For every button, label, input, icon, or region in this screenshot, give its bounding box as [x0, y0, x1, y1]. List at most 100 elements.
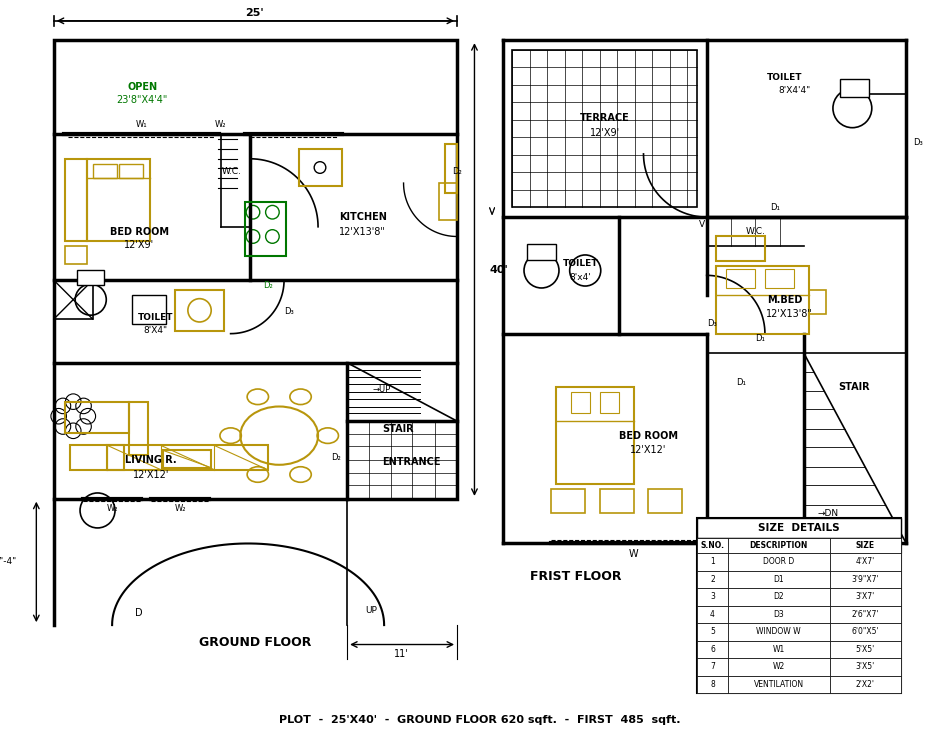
Text: D₁: D₁	[770, 203, 780, 212]
Text: W₂: W₂	[174, 504, 186, 513]
Text: D3: D3	[773, 610, 784, 619]
Text: SIZE  DETAILS: SIZE DETAILS	[759, 523, 840, 533]
Text: 4: 4	[710, 610, 715, 619]
Text: S.NO.: S.NO.	[701, 541, 725, 550]
Text: 12'X13'8": 12'X13'8"	[340, 226, 386, 237]
Bar	[728, 554, 830, 571]
Text: 7'-4": 7'-4"	[0, 557, 17, 566]
Text: TOILET: TOILET	[138, 312, 174, 322]
Text: D₁: D₁	[755, 334, 765, 343]
Bar	[809, 290, 826, 314]
Circle shape	[570, 255, 601, 286]
Text: W.C.: W.C.	[745, 227, 765, 236]
Text: 8'x4': 8'x4'	[569, 273, 592, 282]
Text: 2: 2	[710, 575, 715, 584]
Bar	[77, 271, 104, 285]
Bar	[65, 402, 129, 433]
Text: 3'9"X7': 3'9"X7'	[851, 575, 879, 584]
Text: WINDOW W: WINDOW W	[757, 628, 801, 636]
Text: 6: 6	[710, 645, 715, 654]
Text: V: V	[489, 206, 494, 216]
Bar	[571, 392, 590, 414]
Bar	[697, 623, 728, 641]
Text: VENTILATION: VENTILATION	[754, 680, 803, 689]
Text: D: D	[135, 608, 143, 619]
Text: 3: 3	[710, 593, 715, 602]
Bar	[830, 538, 901, 554]
Bar	[765, 269, 794, 288]
Text: V: V	[489, 208, 494, 217]
Text: 8'X4": 8'X4"	[144, 326, 168, 335]
Bar	[830, 676, 901, 693]
Text: ENTRANCE: ENTRANCE	[383, 457, 440, 467]
Text: SIZE: SIZE	[856, 541, 874, 550]
Bar	[697, 605, 728, 623]
Bar	[347, 421, 457, 499]
Text: 25': 25'	[245, 8, 264, 18]
Bar	[697, 538, 901, 554]
Bar	[512, 50, 697, 207]
Bar	[697, 518, 901, 538]
Text: 4'X7': 4'X7'	[856, 557, 874, 566]
Text: 1: 1	[710, 557, 715, 566]
Text: OPEN: OPEN	[127, 82, 158, 92]
Text: KITCHEN: KITCHEN	[339, 212, 386, 222]
Bar	[175, 290, 224, 331]
Bar	[728, 538, 830, 554]
Bar	[132, 295, 165, 324]
Text: D2: D2	[773, 593, 784, 602]
Bar	[804, 353, 906, 542]
Text: BED ROOM: BED ROOM	[619, 431, 678, 440]
Bar	[527, 244, 556, 260]
Bar	[118, 164, 143, 178]
Bar	[830, 571, 901, 588]
Text: W.C.: W.C.	[222, 167, 242, 176]
Bar	[728, 605, 830, 623]
Bar	[697, 554, 901, 571]
Text: D₃: D₃	[284, 307, 294, 316]
Bar	[245, 203, 286, 256]
Bar	[54, 280, 92, 319]
Text: 23'8"X4'4": 23'8"X4'4"	[117, 95, 168, 106]
Text: 6'0"X5': 6'0"X5'	[851, 628, 879, 636]
Bar	[830, 588, 901, 605]
Text: D₂: D₂	[453, 167, 462, 176]
Bar	[697, 588, 901, 605]
Text: 12'X9': 12'X9'	[124, 240, 154, 250]
Text: LIVING R.: LIVING R.	[125, 455, 176, 465]
Bar	[556, 387, 634, 484]
Bar	[70, 445, 124, 470]
Text: D₃: D₃	[913, 138, 924, 147]
Bar	[600, 489, 634, 514]
Text: 3'X7': 3'X7'	[856, 593, 874, 602]
Text: 12'X12': 12'X12'	[132, 469, 169, 480]
Text: W1: W1	[773, 645, 785, 654]
Bar	[648, 489, 682, 514]
Text: W2: W2	[773, 662, 785, 671]
Circle shape	[140, 302, 156, 317]
Bar	[840, 79, 869, 97]
Text: 12'X13'8": 12'X13'8"	[766, 309, 813, 319]
Bar	[347, 363, 457, 421]
Text: 8: 8	[710, 680, 715, 689]
Text: TERRACE: TERRACE	[579, 113, 630, 123]
Bar	[87, 159, 150, 241]
Text: TOILET: TOILET	[563, 259, 598, 268]
Text: 7: 7	[710, 662, 715, 671]
Text: V: V	[699, 221, 704, 229]
Bar	[697, 623, 901, 641]
Text: →DN: →DN	[817, 509, 839, 518]
Circle shape	[833, 89, 871, 128]
Bar	[697, 571, 728, 588]
Text: UP: UP	[366, 606, 378, 615]
Bar	[726, 269, 755, 288]
Bar	[697, 641, 728, 658]
Text: 5'X5': 5'X5'	[856, 645, 874, 654]
Bar	[92, 164, 117, 178]
Text: 5: 5	[710, 628, 715, 636]
Bar	[697, 676, 728, 693]
Text: DOOR D: DOOR D	[763, 557, 794, 566]
Text: STAIR: STAIR	[382, 424, 413, 434]
Bar	[445, 144, 457, 193]
Text: STAIR: STAIR	[839, 382, 870, 392]
